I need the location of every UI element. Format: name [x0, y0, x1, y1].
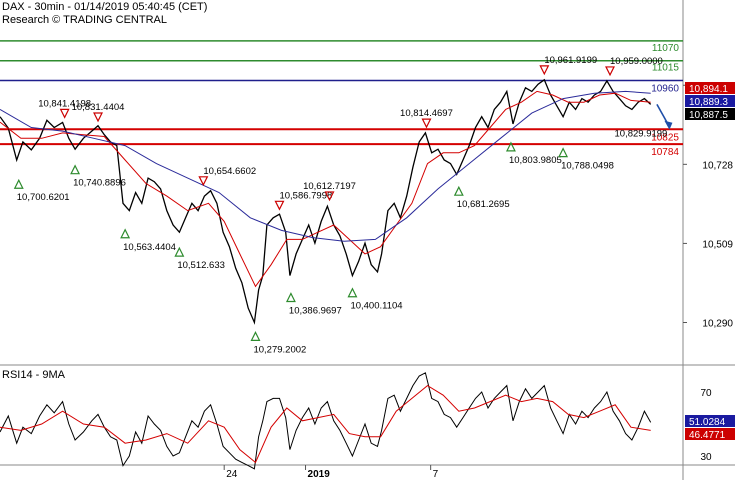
- series-rsi: [0, 372, 652, 470]
- price-tag-label-2: 10,887.5: [689, 110, 728, 121]
- chart-title: DAX - 30min - 01/14/2019 05:40:45 (CET): [2, 1, 207, 13]
- annotation-label-12: 10,814.4697: [400, 108, 453, 119]
- annotation-label-11: 10,400.1104: [350, 301, 402, 312]
- price-tag-label-1: 10,889.3: [689, 97, 728, 108]
- annotation-label-14: 10,803.9805: [509, 155, 562, 166]
- rsi-panel: [0, 372, 652, 470]
- target-label: 10,829.9199: [615, 129, 668, 140]
- x-tick-label-0: 24: [226, 469, 238, 480]
- chart-subtitle: Research © TRADING CENTRAL: [2, 14, 167, 26]
- x-tick-label-2: 7: [433, 469, 439, 480]
- marker-up-2: [13, 178, 24, 189]
- rsi-tick-label-1: 30: [700, 452, 712, 463]
- marker-up-4: [120, 228, 131, 239]
- annotation-label-6: 10,654.6602: [203, 166, 256, 177]
- price-tag-label-0: 10,894.1: [689, 84, 728, 95]
- rsi-tag-bg-1: [685, 428, 735, 440]
- level-label-10825: 10825: [651, 132, 679, 143]
- level-label-11015: 11015: [652, 63, 680, 74]
- annotation-label-0: 10,841.4198: [38, 98, 91, 109]
- marker-up-5: [174, 246, 185, 257]
- marker-down-15: [539, 65, 550, 76]
- annotation-label-13: 10,681.2695: [457, 199, 510, 210]
- marker-up-13: [453, 185, 464, 196]
- annotation-label-3: 10,740.8896: [73, 178, 126, 189]
- marker-up-3: [70, 164, 81, 175]
- price-tick-label-1: 10,728: [702, 160, 733, 171]
- annotation-label-4: 10,563.4404: [123, 242, 176, 253]
- series-rsi_ma: [0, 384, 651, 464]
- level-label-10960: 10960: [651, 84, 679, 95]
- price-tick-label-3: 10,290: [702, 319, 733, 330]
- level-label-10784: 10784: [651, 147, 679, 158]
- marker-down-17: [605, 66, 615, 77]
- marker-down-1: [93, 112, 103, 123]
- marker-down-10: [324, 191, 335, 202]
- series-ma_long: [0, 90, 651, 242]
- price-tag-bg-1: [685, 95, 735, 107]
- marker-up-11: [347, 287, 358, 298]
- forecast-arrow-head: [664, 120, 673, 130]
- rsi-tag-label-0: 51.0284: [689, 417, 726, 428]
- marker-up-7: [250, 331, 261, 341]
- annotation-label-10: 10,612.7197: [303, 181, 356, 192]
- annotation-label-5: 10,512.633: [177, 260, 225, 271]
- annotation-label-2: 10,700.6201: [17, 192, 70, 203]
- level-label-11070: 11070: [652, 43, 680, 54]
- price-panel: 110701101510960108251078410,841.419810,8…: [0, 40, 683, 355]
- annotation-label-1: 10,831.4404: [72, 102, 125, 113]
- rsi-tag-label-1: 46.4771: [689, 430, 726, 441]
- annotation-label-15: 10,961.9199: [544, 55, 597, 66]
- series-ma_short: [0, 90, 651, 288]
- marker-up-14: [505, 141, 516, 152]
- rsi-panel-title: RSI14 - 9MA: [2, 369, 66, 381]
- annotation-label-16: 10,788.0498: [561, 161, 614, 172]
- annotation-label-8: 10,586.7998: [279, 190, 332, 201]
- marker-down-0: [59, 108, 70, 119]
- marker-down-8: [274, 200, 285, 211]
- axis-layer: 10,94710,72810,50910,29010,894.110,889.3…: [223, 81, 735, 480]
- annotation-label-7: 10,279.2002: [253, 344, 306, 355]
- x-tick-label-1: 2019: [308, 469, 331, 480]
- series-price: [0, 78, 652, 325]
- marker-down-12: [421, 118, 432, 129]
- marker-up-9: [285, 292, 296, 303]
- price-tag-bg-2: [685, 108, 735, 120]
- annotation-label-9: 10,386.9697: [289, 305, 342, 316]
- marker-up-16: [558, 147, 569, 158]
- price-tick-label-2: 10,509: [702, 239, 733, 250]
- rsi-tick-label-0: 70: [700, 388, 712, 399]
- marker-down-6: [198, 176, 209, 187]
- rsi-tag-bg-0: [685, 415, 735, 427]
- annotation-label-17: 10,959.0000: [610, 56, 663, 67]
- price-tag-bg-0: [685, 82, 735, 94]
